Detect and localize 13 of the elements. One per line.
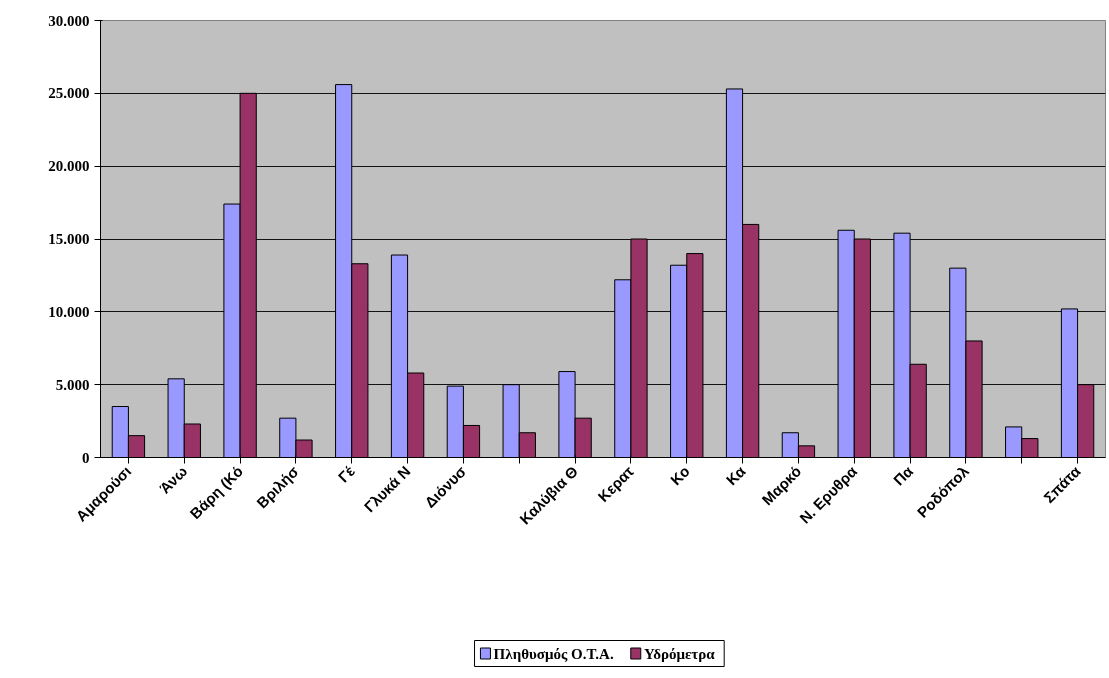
x-tick-label: Κο <box>666 462 693 489</box>
x-tick-label: Πα <box>889 461 917 489</box>
y-tick-label: 25.000 <box>48 85 90 102</box>
y-tick-label: 0 <box>82 449 90 466</box>
y-tick-label: 15.000 <box>48 231 90 247</box>
y-tick-label: 5.000 <box>55 376 90 393</box>
y-tick-label: 30.000 <box>48 12 90 29</box>
x-tick-label: Κα <box>722 461 750 489</box>
y-tick-label: 10.000 <box>48 303 90 320</box>
legend-label: Υδρόμετρα <box>643 645 716 662</box>
x-tick-label: Γέ <box>334 462 358 486</box>
y-tick-label: 20.000 <box>48 158 90 175</box>
legend-label: Πληθυσμός Ο.Τ.Α. <box>493 645 614 662</box>
